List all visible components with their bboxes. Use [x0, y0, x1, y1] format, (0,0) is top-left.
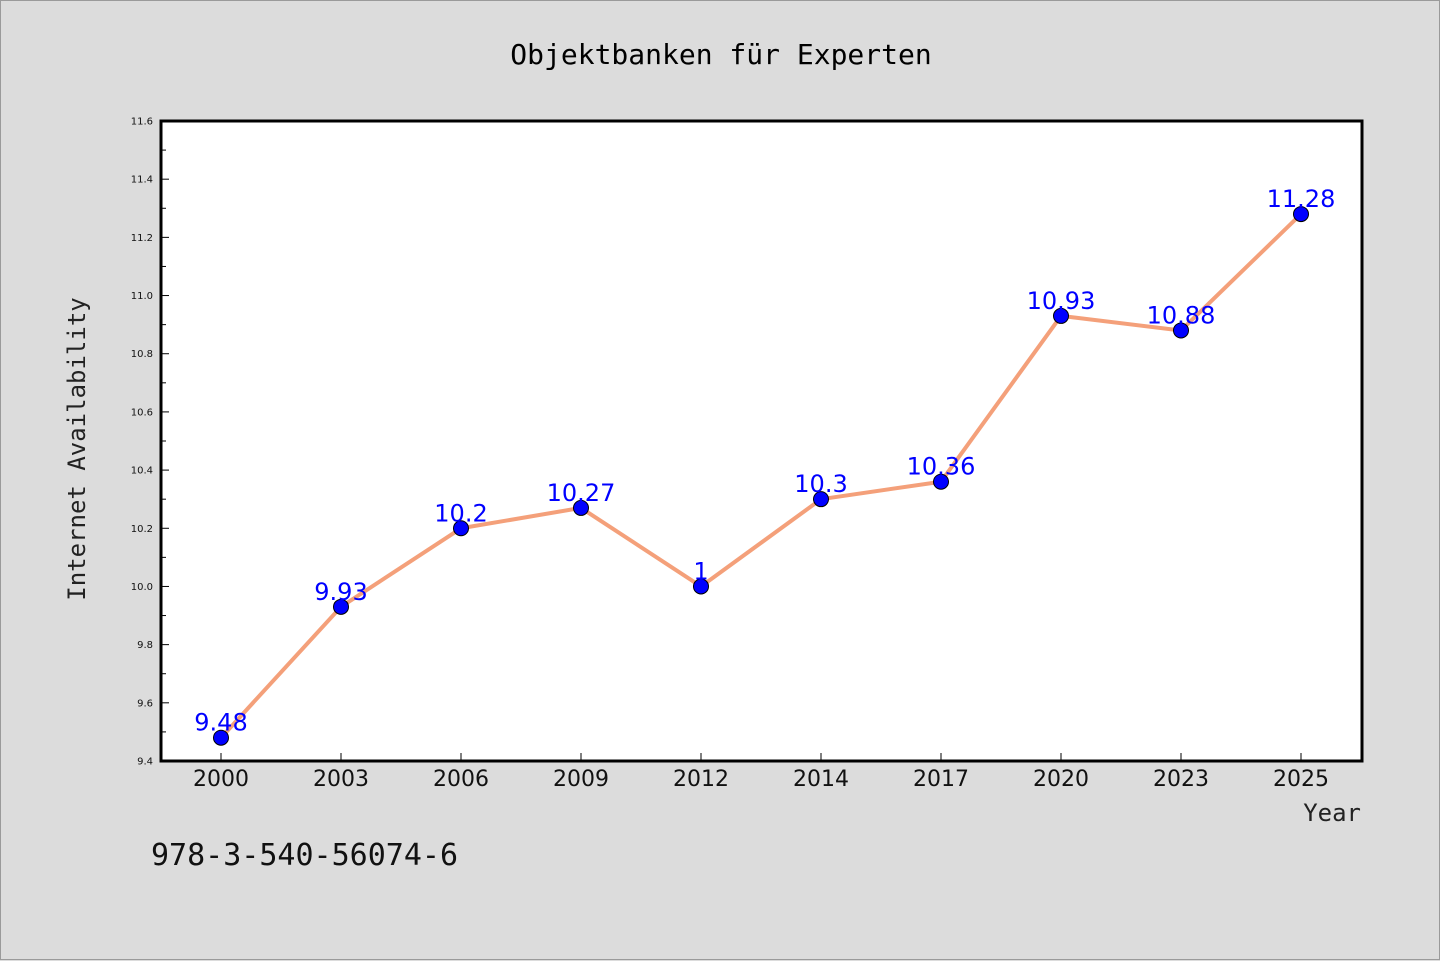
plot-area	[159, 119, 1364, 763]
series-line	[219, 212, 1303, 740]
data-label: 10.88	[1147, 301, 1216, 329]
data-label: 10.3	[794, 470, 847, 498]
data-label: 10.2	[434, 499, 487, 527]
x-tick-label: 2012	[673, 767, 729, 792]
x-tick-label: 2006	[433, 767, 489, 792]
y-tick-label: 9.6	[137, 698, 153, 709]
y-tick-label: 10.6	[131, 407, 153, 418]
y-tick-label: 10.0	[131, 582, 153, 593]
y-tick-label: 10.4	[131, 466, 153, 477]
data-label: 10.36	[907, 453, 976, 481]
chart-title: Objektbanken für Experten	[510, 38, 931, 71]
x-tick-label: 2003	[313, 767, 369, 792]
y-tick-label: 11.6	[131, 117, 153, 128]
data-point	[1053, 307, 1069, 324]
y-axis-title: Internet Availability	[63, 297, 91, 600]
x-tick-label: 2009	[553, 767, 609, 792]
data-point	[933, 473, 949, 490]
data-label: 9.93	[314, 578, 367, 606]
data-point	[453, 520, 469, 537]
x-tick-label: 2025	[1273, 767, 1329, 792]
data-point	[693, 578, 709, 595]
data-point	[1173, 322, 1189, 339]
data-point	[813, 491, 829, 508]
x-tick-label: 2000	[193, 767, 249, 792]
data-label: 11.28	[1267, 185, 1336, 213]
x-tick-label: 2017	[913, 767, 969, 792]
x-axis: 2000 2003 2006 2009 2012 2014 2017 2020 2023 2025	[193, 753, 1329, 792]
y-tick-label: 11.4	[131, 175, 153, 186]
data-label: 10.27	[547, 479, 616, 507]
data-point	[213, 729, 229, 746]
data-point	[1293, 206, 1309, 223]
data-point	[333, 598, 349, 615]
x-axis-title: Year	[1303, 799, 1361, 827]
x-tick-label: 2023	[1153, 767, 1209, 792]
y-tick-label: 9.8	[137, 640, 153, 651]
y-tick-label: 10.2	[131, 524, 153, 535]
y-tick-label: 10.8	[131, 349, 153, 360]
y-tick-label: 9.4	[137, 757, 153, 768]
data-label: 10.93	[1027, 287, 1096, 315]
y-axis: 9.4 9.6 9.8 10.0 10.2 10.4 10.6 10.8 11.0 11.2 11.…	[131, 117, 169, 768]
series-group: 9.48 9.93 10.2 10.27 1 10.3 10.36 10.93 10.88 11.…	[194, 185, 1336, 746]
y-tick-label: 11.2	[131, 233, 153, 244]
data-label: 1	[693, 557, 708, 585]
y-tick-label: 11.0	[131, 291, 153, 302]
x-tick-label: 2020	[1033, 767, 1089, 792]
data-point	[573, 499, 589, 516]
isbn-footer: 978-3-540-56074-6	[151, 838, 458, 873]
data-label: 9.48	[194, 709, 247, 737]
x-tick-label: 2014	[793, 767, 849, 792]
